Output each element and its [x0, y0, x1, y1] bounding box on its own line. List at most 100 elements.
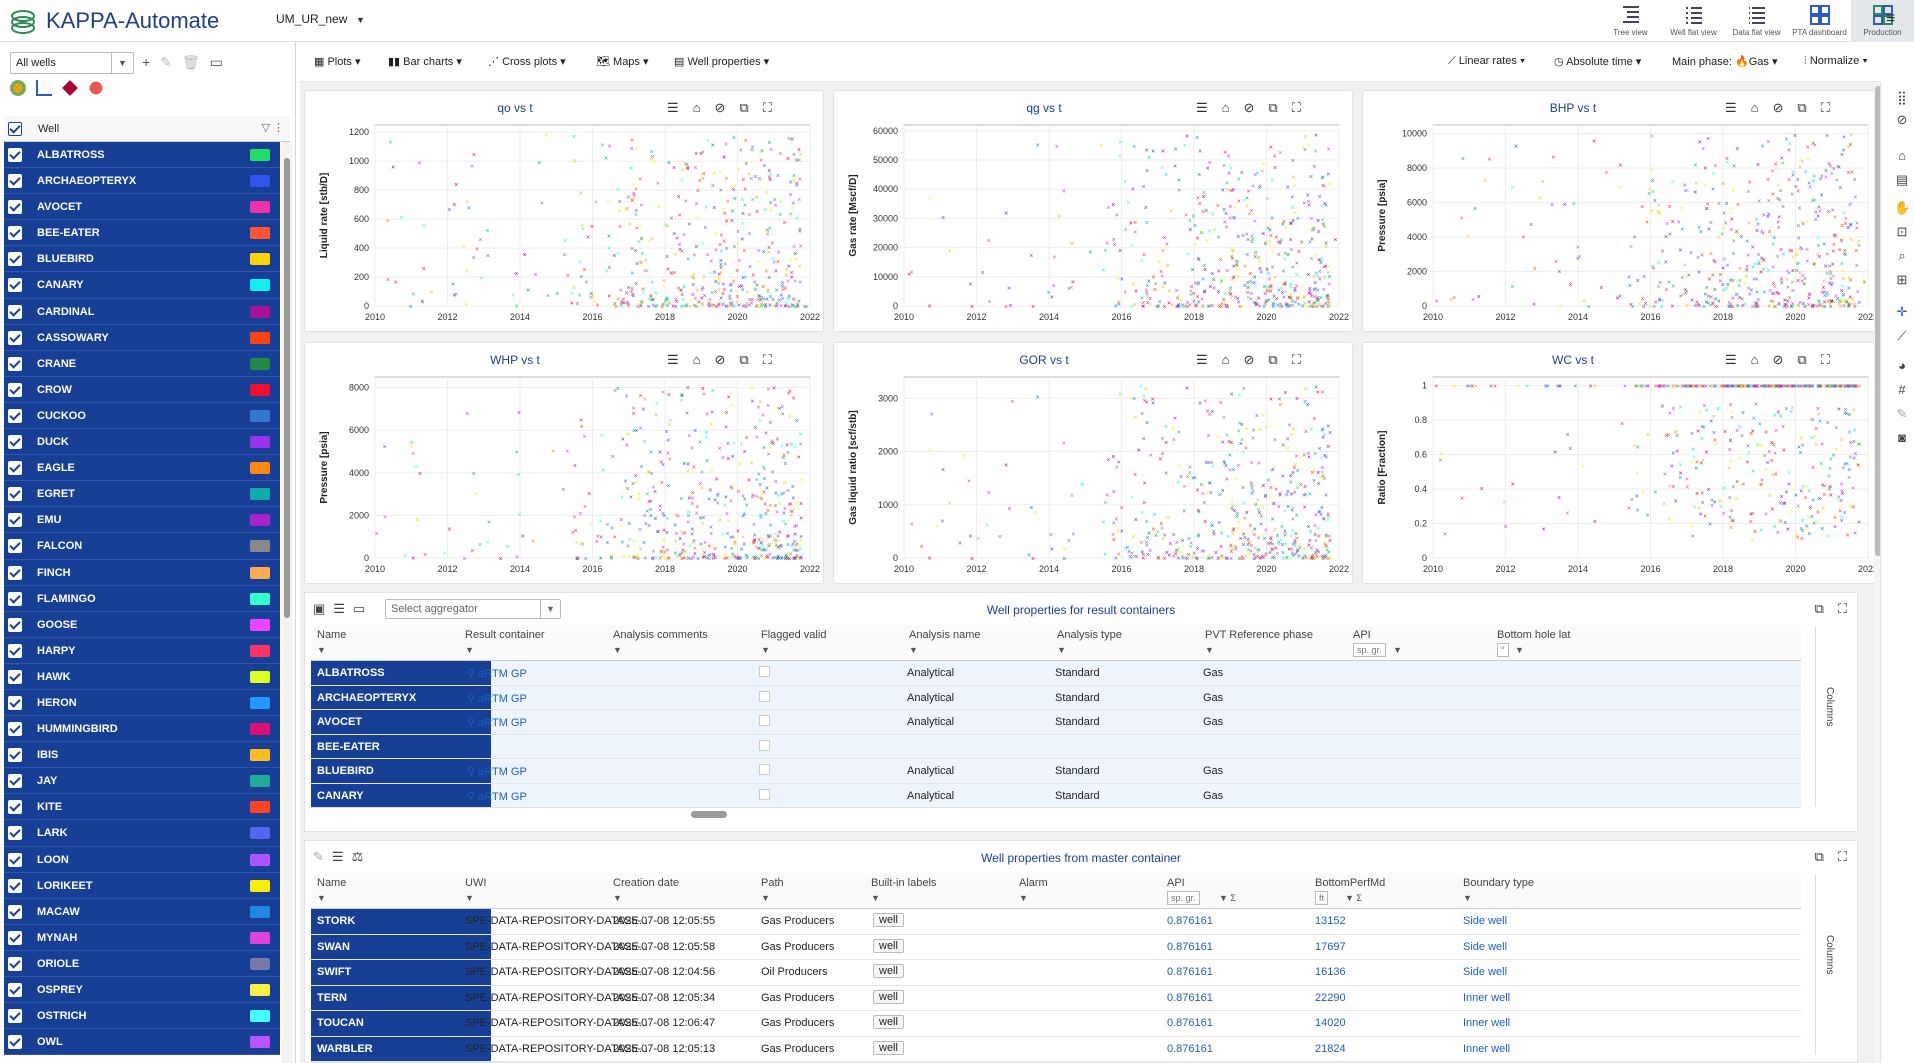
column-header[interactable]: Alarm ▼ — [1019, 877, 1048, 903]
well-list-item[interactable]: ARCHAEOPTERYX — [4, 168, 280, 195]
folder-icon[interactable]: ▭ — [352, 601, 366, 616]
column-header[interactable]: API sp. gr. ▼ — [1353, 629, 1402, 657]
column-header[interactable]: Result container ▼ — [465, 629, 545, 655]
tab-well-flat-view[interactable]: Well flat view — [1662, 0, 1725, 42]
column-header[interactable]: BottomPerfMd ft ▼ Σ — [1315, 877, 1385, 905]
well-checkbox[interactable] — [8, 643, 22, 658]
well-checkbox[interactable] — [8, 695, 22, 710]
horizontal-scrollbar[interactable] — [311, 807, 1801, 821]
bottom-perf-md-cell[interactable]: 21824 — [1315, 1042, 1346, 1055]
delete-icon[interactable]: 🗑 — [181, 54, 200, 70]
well-list-item[interactable]: CUCKOO — [4, 402, 280, 430]
row-name-cell[interactable]: TERN — [311, 985, 491, 1010]
result-container-link[interactable]: ⚲ aRTM GP — [467, 692, 527, 705]
well-checkbox[interactable] — [8, 800, 22, 815]
well-color-swatch[interactable] — [250, 931, 270, 944]
settings-sliders-icon[interactable]: ☰ — [1725, 352, 1737, 367]
well-color-swatch[interactable] — [250, 775, 270, 788]
well-color-swatch[interactable] — [250, 566, 270, 579]
well-checkbox[interactable] — [8, 461, 22, 476]
palette-icon[interactable]: ◕ — [1898, 358, 1906, 373]
tag-icon[interactable] — [89, 81, 103, 95]
linear-rates-menu[interactable]: ⟋ Linear rates ▾ — [1448, 55, 1526, 67]
settings-gear-icon[interactable] — [10, 80, 26, 96]
well-list-item[interactable]: OSPREY — [4, 977, 280, 1004]
column-header[interactable]: Built-in labels ▼ — [871, 877, 936, 903]
settings-sliders-icon[interactable]: ☰ — [1196, 352, 1208, 367]
label-badge[interactable]: well — [873, 913, 904, 927]
well-checkbox[interactable] — [8, 826, 22, 841]
scroll-thumb[interactable] — [691, 811, 727, 818]
well-checkbox[interactable] — [8, 513, 22, 528]
boundary-type-cell[interactable]: Side well — [1463, 966, 1508, 978]
settings-sliders-icon[interactable]: ☰ — [667, 352, 679, 367]
hamburger-menu-icon[interactable]: ≡ — [1886, 10, 1896, 27]
well-list-item[interactable]: HAWK — [4, 663, 280, 690]
grid-icon[interactable]: ⣿ — [1897, 90, 1907, 105]
popout-icon[interactable]: ⧉ — [1797, 352, 1807, 367]
well-list-item[interactable]: BEE-EATER — [4, 220, 280, 247]
well-checkbox[interactable] — [8, 591, 22, 606]
well-checkbox[interactable] — [8, 330, 22, 345]
home-icon[interactable]: ⌂ — [1221, 352, 1230, 367]
boundary-type-cell[interactable]: Side well — [1463, 940, 1508, 953]
chevron-down-icon[interactable]: ▼ — [111, 53, 133, 73]
well-checkbox[interactable] — [8, 278, 22, 293]
diamond-icon[interactable] — [62, 80, 78, 96]
well-checkbox[interactable] — [8, 852, 22, 867]
hide-icon[interactable]: ⊘ — [714, 352, 726, 367]
well-list-item[interactable]: OWL — [4, 1029, 280, 1056]
well-list-item[interactable]: BLUEBIRD — [4, 246, 280, 273]
bottom-perf-md-cell[interactable]: 14020 — [1315, 1017, 1346, 1029]
well-color-swatch[interactable] — [250, 749, 270, 762]
edit-icon[interactable]: ✎ — [160, 54, 172, 70]
unit-field[interactable]: ft — [1315, 891, 1329, 905]
home-icon[interactable]: ⌂ — [1750, 352, 1759, 367]
well-list-item[interactable]: DUCK — [4, 429, 280, 456]
well-color-swatch[interactable] — [250, 253, 270, 266]
result-container-link[interactable]: ⚲ aRTM GP — [467, 668, 527, 680]
column-header[interactable]: Name ▼ — [317, 877, 346, 903]
well-list-item[interactable]: MACAW — [4, 898, 280, 925]
filter-icon[interactable]: ▼ — [761, 893, 770, 903]
well-checkbox[interactable] — [8, 226, 22, 241]
well-list-item[interactable]: ALBATROSS — [4, 142, 280, 169]
bottom-perf-md-cell[interactable]: 16136 — [1315, 966, 1346, 978]
label-badge[interactable]: well — [873, 989, 904, 1004]
project-selector[interactable]: UM_UR_new — [276, 12, 348, 26]
well-list-item[interactable]: KITE — [4, 794, 280, 821]
tab-production[interactable]: Production — [1851, 0, 1914, 42]
bar-charts-menu[interactable]: ▮▮ Bar charts ▾ — [388, 56, 462, 68]
well-checkbox[interactable] — [8, 930, 22, 945]
api-cell[interactable]: 0.876161 — [1167, 1017, 1213, 1029]
filter-icon[interactable]: ▼ — [1463, 893, 1472, 903]
well-properties-menu[interactable]: ▤ Well properties ▾ — [674, 56, 770, 68]
well-checkbox[interactable] — [8, 878, 22, 893]
well-color-swatch[interactable] — [250, 305, 270, 318]
row-name-cell[interactable]: AVOCET — [311, 710, 491, 734]
fullscreen-icon[interactable]: ⛶ — [1837, 849, 1847, 864]
well-color-swatch[interactable] — [250, 331, 270, 344]
zoom-box-icon[interactable]: ⊡ — [1896, 224, 1908, 239]
scroll-thumb[interactable] — [1875, 86, 1881, 556]
normalize-menu[interactable]: ⫶ Normalize ▾ — [1804, 55, 1868, 67]
tab-data-flat-view[interactable]: Data flat view — [1725, 0, 1788, 42]
column-header[interactable]: Analysis name ▼ — [909, 629, 981, 655]
select-all-checkbox[interactable] — [8, 122, 22, 136]
well-list-item[interactable]: EAGLE — [4, 455, 280, 482]
well-color-swatch[interactable] — [250, 696, 270, 709]
column-header[interactable]: Name ▼ — [317, 629, 346, 655]
result-container-link[interactable]: ⚲ aRTM GP — [467, 790, 527, 803]
column-header[interactable]: PVT Reference phase ▼ — [1205, 629, 1313, 655]
well-checkbox[interactable] — [8, 774, 22, 789]
well-list-item[interactable]: LOON — [4, 846, 280, 873]
flagged-valid-checkbox[interactable] — [759, 739, 770, 751]
home-icon[interactable]: ⌂ — [1221, 100, 1230, 115]
absolute-time-menu[interactable]: ◷ Absolute time ▾ — [1554, 56, 1642, 68]
hide-icon[interactable]: ⊘ — [1772, 100, 1784, 115]
column-header[interactable]: Creation date ▼ — [613, 877, 679, 903]
row-name-cell[interactable]: ARCHAEOPTERYX — [311, 685, 491, 709]
pan-icon[interactable]: ✋ — [1894, 200, 1911, 215]
row-name-cell[interactable]: TOUCAN — [311, 1011, 491, 1036]
label-badge[interactable]: well — [873, 1040, 904, 1055]
